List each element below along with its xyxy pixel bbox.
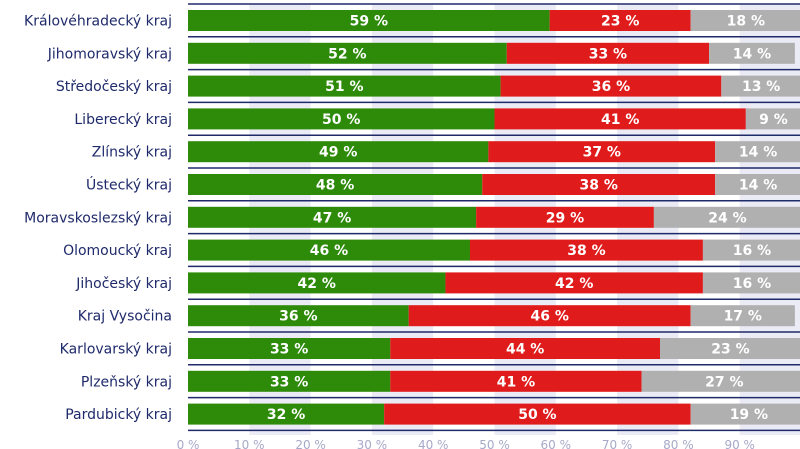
tick-label: 30 % — [357, 438, 388, 449]
data-label: 9 % — [759, 112, 788, 128]
tick-label: 60 % — [541, 438, 572, 449]
data-label: 13 % — [742, 79, 780, 95]
data-label: 33 % — [589, 46, 627, 62]
data-label: 51 % — [325, 79, 363, 95]
category-labels: Královéhradecký kraj Jihomoravský kraj Stř… — [24, 14, 172, 424]
category-label: Kraj Vysočina — [78, 309, 172, 325]
x-axis-ticks: 0 % 10 % 20 % 30 % 40 % 50 % 60 % 70 % 80 % 90 % — [177, 438, 755, 449]
tick-label: 20 % — [295, 438, 326, 449]
category-label: Moravskoslezský kraj — [24, 210, 172, 226]
data-label: 33 % — [270, 342, 308, 358]
data-label: 32 % — [267, 407, 305, 423]
category-label: Olomoucký kraj — [63, 243, 172, 259]
category-label: Karlovarský kraj — [60, 342, 172, 358]
data-label: 50 % — [322, 112, 360, 128]
category-label: Jihomoravský kraj — [47, 46, 172, 62]
data-label: 47 % — [313, 210, 351, 226]
tick-label: 70 % — [602, 438, 633, 449]
data-label: 36 % — [592, 79, 630, 95]
data-label: 33 % — [270, 374, 308, 390]
data-label: 46 % — [310, 243, 348, 259]
data-label: 42 % — [298, 276, 336, 292]
data-label: 29 % — [546, 210, 584, 226]
data-label: 50 % — [518, 407, 556, 423]
data-label: 16 % — [733, 276, 771, 292]
data-label: 27 % — [705, 374, 743, 390]
data-label: 38 % — [580, 178, 618, 194]
data-label: 14 % — [739, 178, 777, 194]
tick-label: 90 % — [724, 438, 755, 449]
data-label: 52 % — [328, 46, 366, 62]
data-label: 44 % — [506, 342, 544, 358]
data-label: 23 % — [711, 342, 749, 358]
category-label: Zlínský kraj — [92, 145, 172, 161]
data-label: 41 % — [601, 112, 639, 128]
tick-label: 0 % — [177, 438, 200, 449]
category-label: Jihočeský kraj — [75, 276, 172, 292]
tick-label: 80 % — [663, 438, 694, 449]
data-label: 48 % — [316, 178, 354, 194]
data-label: 16 % — [733, 243, 771, 259]
data-label: 41 % — [497, 374, 535, 390]
data-label: 38 % — [567, 243, 605, 259]
category-label: Královéhradecký kraj — [24, 14, 172, 30]
data-label: 14 % — [733, 46, 771, 62]
data-label: 36 % — [279, 309, 317, 325]
data-label: 49 % — [319, 145, 357, 161]
data-label: 24 % — [708, 210, 746, 226]
data-label: 18 % — [727, 14, 765, 30]
data-label: 23 % — [601, 14, 639, 30]
data-label: 42 % — [555, 276, 593, 292]
category-label: Ústecký kraj — [86, 176, 172, 194]
data-label: 14 % — [739, 145, 777, 161]
data-label: 59 % — [350, 14, 388, 30]
category-label: Středočeský kraj — [56, 79, 172, 95]
tick-label: 50 % — [479, 438, 510, 449]
category-label: Plzeňský kraj — [81, 374, 172, 390]
category-label: Liberecký kraj — [74, 112, 172, 128]
tick-label: 10 % — [234, 438, 265, 449]
category-label: Pardubický kraj — [65, 407, 172, 423]
data-label: 46 % — [530, 309, 568, 325]
data-label: 19 % — [730, 407, 768, 423]
data-label: 17 % — [724, 309, 762, 325]
tick-label: 40 % — [418, 438, 449, 449]
stacked-bar-chart: 59 % 23 % 18 % 52 % 33 % 14 % 51 % 36 % 13 % 50 %… — [0, 0, 800, 449]
data-label: 37 % — [583, 145, 621, 161]
